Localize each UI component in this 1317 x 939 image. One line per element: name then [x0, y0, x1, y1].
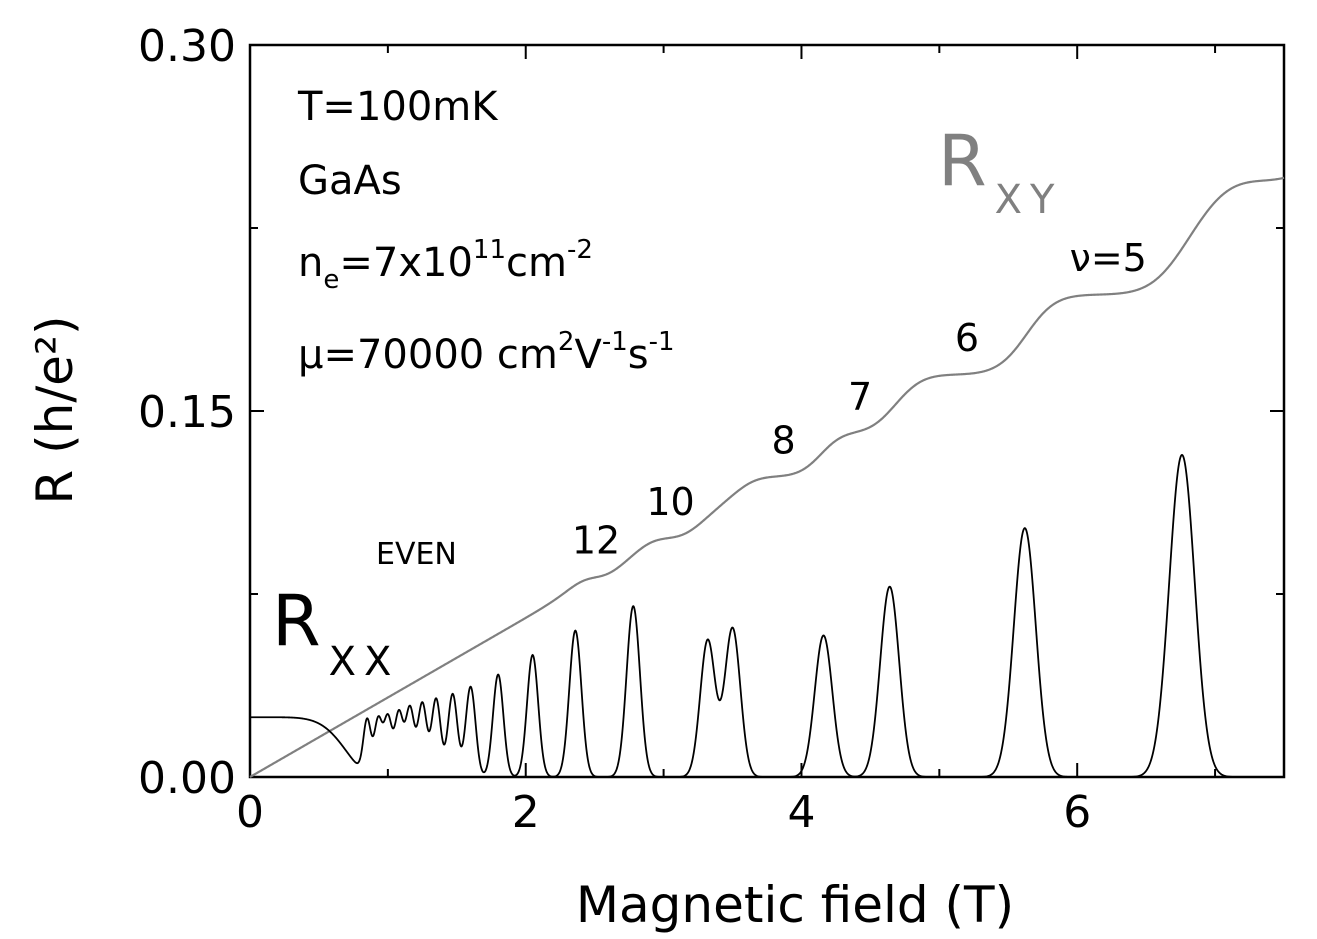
filling-factor-label: 8: [771, 418, 795, 462]
filling-factor-label: 12: [572, 518, 620, 562]
filling-factor-labels: 12 10 8 7 6 ν=5: [572, 236, 1147, 562]
annotation-mobility: μ=70000 cm2V-1s-1: [298, 327, 675, 378]
x-tick-label: 4: [787, 787, 815, 838]
rxy-series-label: R XY: [938, 120, 1062, 223]
rxy-series-line: [249, 176, 1285, 778]
tick-labels: 0 2 4 6 0.00 0.15 0.30: [138, 21, 1091, 838]
rxx-series-line: [250, 453, 1284, 778]
x-axis-title: Magnetic field (T): [576, 876, 1014, 934]
filling-factor-label: ν=5: [1070, 236, 1147, 280]
filling-factor-label: 7: [848, 375, 872, 419]
annotation-density: ne=7x1011cm-2: [298, 235, 593, 295]
y-tick-label: 0.30: [138, 21, 236, 72]
x-tick-label: 2: [512, 787, 540, 838]
x-tick-label: 0: [236, 787, 264, 838]
y-tick-label: 0.00: [138, 753, 236, 804]
rxx-series-label: R XX: [272, 580, 399, 685]
filling-factor-label: 6: [955, 316, 979, 360]
x-tick-label: 6: [1063, 787, 1091, 838]
y-tick-label: 0.15: [138, 387, 236, 438]
y-axis-title: R (h/e²): [26, 316, 84, 505]
filling-factor-label: 10: [646, 480, 694, 524]
plot-frame: [248, 43, 1286, 779]
annotation-material: GaAs: [298, 158, 402, 204]
annotation-temperature: T=100mK: [297, 84, 499, 130]
annotation-even: EVEN: [376, 537, 457, 572]
axis-ticks: [249, 44, 1284, 778]
